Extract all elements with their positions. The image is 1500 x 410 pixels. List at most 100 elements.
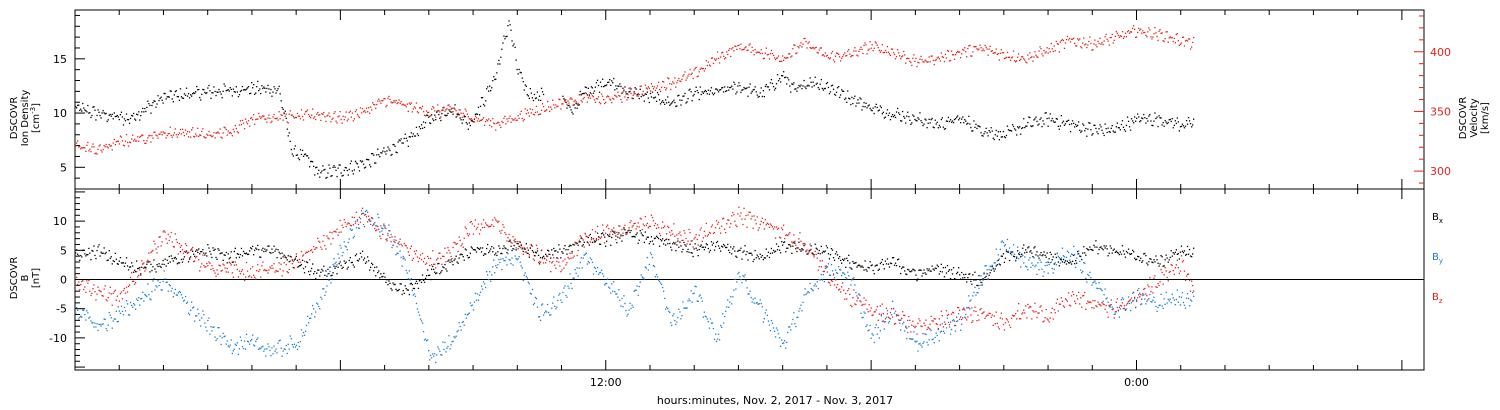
data-point xyxy=(1121,120,1124,122)
data-point xyxy=(298,159,301,161)
data-point xyxy=(919,342,921,345)
data-point xyxy=(665,308,667,310)
data-point xyxy=(486,224,488,226)
data-point xyxy=(690,73,692,75)
data-point xyxy=(1000,255,1002,257)
data-point xyxy=(647,269,649,271)
data-point xyxy=(1068,37,1071,40)
data-point xyxy=(967,277,969,279)
data-point xyxy=(893,312,896,314)
data-point xyxy=(190,94,192,96)
data-point xyxy=(1069,255,1072,257)
data-point xyxy=(572,113,574,115)
data-point xyxy=(436,259,438,261)
data-point xyxy=(1185,253,1188,256)
data-point xyxy=(1114,35,1116,37)
data-point xyxy=(821,279,823,281)
data-point xyxy=(332,117,334,119)
data-point xyxy=(142,263,144,265)
data-point xyxy=(655,235,658,237)
data-point xyxy=(85,255,87,257)
data-point xyxy=(798,310,800,312)
data-point xyxy=(116,140,118,142)
data-point xyxy=(960,278,962,280)
data-point xyxy=(462,246,464,248)
data-point xyxy=(1113,39,1115,41)
data-point xyxy=(283,111,285,114)
data-point xyxy=(165,238,167,240)
data-point xyxy=(792,83,794,86)
data-point xyxy=(744,47,746,49)
data-point xyxy=(322,288,324,290)
data-point xyxy=(812,46,814,49)
data-point xyxy=(288,268,290,271)
data-point xyxy=(407,110,409,112)
data-point xyxy=(254,345,256,347)
data-point xyxy=(277,88,279,90)
data-point xyxy=(961,118,963,120)
data-point xyxy=(1005,248,1008,251)
data-point xyxy=(297,261,300,263)
data-point xyxy=(193,261,195,263)
data-point xyxy=(1103,245,1105,247)
data-point xyxy=(509,239,511,241)
data-point xyxy=(260,92,262,95)
data-point xyxy=(1038,123,1040,125)
data-point xyxy=(1085,43,1087,45)
data-point xyxy=(688,89,690,91)
data-point xyxy=(314,116,316,118)
data-point xyxy=(840,269,842,271)
data-point xyxy=(709,65,712,67)
data-point xyxy=(368,260,370,262)
data-point xyxy=(163,92,165,95)
data-point xyxy=(83,107,85,109)
data-point xyxy=(1037,255,1039,257)
data-point xyxy=(547,303,549,306)
data-point xyxy=(175,258,177,260)
data-point xyxy=(561,103,563,105)
data-point xyxy=(864,260,866,262)
data-point xyxy=(627,93,629,96)
data-point xyxy=(343,260,345,262)
data-point xyxy=(392,282,394,284)
data-point xyxy=(158,263,160,265)
data-point xyxy=(813,285,815,287)
data-point xyxy=(148,252,150,254)
data-point xyxy=(486,247,488,250)
data-point xyxy=(638,97,640,100)
data-point xyxy=(184,94,187,96)
data-point xyxy=(153,100,155,102)
data-point xyxy=(1087,248,1089,251)
data-point xyxy=(926,127,928,129)
data-point xyxy=(1042,275,1044,277)
data-point xyxy=(875,264,877,266)
data-point xyxy=(804,86,806,88)
data-point xyxy=(782,75,784,77)
data-point xyxy=(423,114,426,116)
data-point xyxy=(851,96,853,99)
data-point xyxy=(550,106,552,108)
data-point xyxy=(1171,293,1173,295)
data-point xyxy=(424,263,427,265)
data-point xyxy=(1066,35,1069,38)
data-point xyxy=(844,52,846,54)
data-point xyxy=(1148,298,1150,300)
data-point xyxy=(356,259,359,262)
data-point xyxy=(325,248,327,250)
data-point xyxy=(466,113,468,115)
data-point xyxy=(169,261,171,263)
data-point xyxy=(1091,49,1093,51)
data-point xyxy=(582,92,584,95)
data-point xyxy=(417,134,420,137)
data-point xyxy=(429,274,431,276)
data-point xyxy=(181,297,184,299)
data-point xyxy=(299,118,302,120)
data-point xyxy=(1175,33,1177,36)
data-point xyxy=(1064,259,1067,262)
data-point xyxy=(649,92,652,95)
data-point xyxy=(966,307,968,309)
data-point xyxy=(803,245,805,247)
data-point xyxy=(1158,265,1160,267)
data-point xyxy=(171,136,173,138)
data-point xyxy=(199,134,201,136)
